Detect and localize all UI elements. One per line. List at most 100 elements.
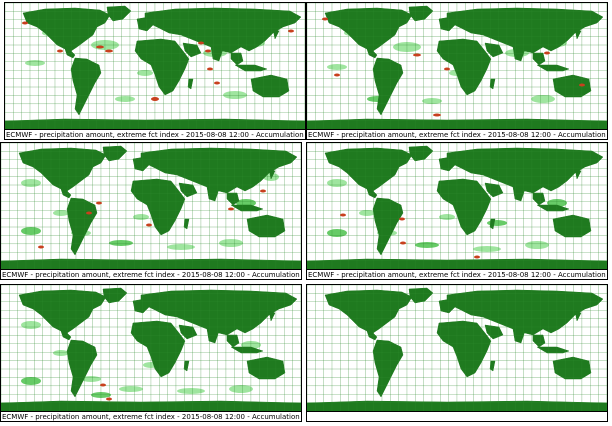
land-africa xyxy=(130,320,186,378)
extreme-precipitation xyxy=(399,217,405,221)
precipitation-area xyxy=(327,229,347,237)
precipitation-area xyxy=(531,95,555,103)
land-australia xyxy=(250,74,290,98)
precipitation-area xyxy=(219,239,243,247)
land-greenland xyxy=(408,145,434,162)
precipitation-area xyxy=(119,386,143,392)
precipitation-area xyxy=(53,210,69,216)
map-panel-4: ECMWF - precipitation amount, extreme fc… xyxy=(306,142,608,280)
land-greenland xyxy=(102,145,128,162)
extreme-precipitation xyxy=(207,67,213,71)
precipitation-area xyxy=(137,70,153,76)
extreme-precipitation xyxy=(288,29,294,33)
world-map-2 xyxy=(307,3,607,129)
land-africa xyxy=(130,178,186,236)
map-panel-2: ECMWF - precipitation amount, extreme fc… xyxy=(306,2,608,140)
land-africa xyxy=(134,38,190,96)
map-panel-5: ECMWF - precipitation amount, extreme fc… xyxy=(0,284,302,422)
land-south-america xyxy=(372,339,404,398)
precipitation-area xyxy=(53,350,69,356)
extreme-precipitation xyxy=(544,51,550,55)
extreme-precipitation xyxy=(260,189,266,193)
extreme-precipitation xyxy=(105,49,113,53)
world-map-6 xyxy=(307,285,607,411)
land-australia xyxy=(552,356,592,380)
extreme-precipitation xyxy=(198,41,204,45)
land-eurasia xyxy=(140,289,298,336)
precipitation-area xyxy=(415,242,439,248)
land-eurasia xyxy=(446,147,604,194)
land-australia xyxy=(246,214,286,238)
extreme-precipitation xyxy=(228,207,234,211)
extreme-precipitation xyxy=(340,213,346,217)
precipitation-area xyxy=(439,214,455,220)
land-south-america xyxy=(70,57,102,116)
land-greenland xyxy=(408,5,434,22)
map-caption-3: ECMWF - precipitation amount, extreme fc… xyxy=(1,269,301,279)
precipitation-area xyxy=(525,241,549,249)
map-caption-1: ECMWF - precipitation amount, extreme fc… xyxy=(5,129,305,139)
land-india xyxy=(210,46,224,62)
precipitation-area xyxy=(115,96,135,102)
precipitation-area xyxy=(133,214,149,220)
land-india xyxy=(512,186,526,202)
extreme-precipitation xyxy=(400,241,406,245)
extreme-precipitation xyxy=(96,45,104,49)
extreme-precipitation xyxy=(322,17,328,21)
precipitation-area xyxy=(223,91,247,99)
world-map-3 xyxy=(1,143,301,269)
extreme-precipitation xyxy=(444,67,450,71)
precipitation-area xyxy=(21,377,41,385)
precipitation-area xyxy=(177,388,205,394)
graticule xyxy=(1,143,301,269)
land-india xyxy=(206,328,220,344)
land-greenland xyxy=(408,287,434,304)
map-panel-6 xyxy=(306,284,608,422)
extreme-precipitation xyxy=(86,211,92,215)
extreme-precipitation xyxy=(100,383,106,387)
precipitation-area xyxy=(229,385,253,393)
precipitation-area xyxy=(327,64,347,70)
land-eurasia xyxy=(144,7,302,54)
extreme-precipitation xyxy=(205,49,211,53)
land-africa xyxy=(436,320,492,378)
precipitation-area xyxy=(327,179,347,187)
extreme-precipitation xyxy=(413,53,421,57)
precipitation-area xyxy=(167,244,195,250)
world-map-5 xyxy=(1,285,301,411)
graticule xyxy=(307,285,607,411)
map-panel-1: ECMWF - precipitation amount, extreme fc… xyxy=(4,2,306,140)
map-caption-6 xyxy=(307,411,607,421)
land-india xyxy=(512,46,526,62)
graticule xyxy=(307,143,607,269)
extreme-precipitation xyxy=(96,201,102,205)
precipitation-area xyxy=(21,179,41,187)
map-caption-5: ECMWF - precipitation amount, extreme fc… xyxy=(1,411,301,421)
world-map-4 xyxy=(307,143,607,269)
extreme-precipitation xyxy=(22,21,28,25)
graticule xyxy=(307,3,607,129)
extreme-precipitation xyxy=(106,397,112,401)
land-africa xyxy=(436,178,492,236)
extreme-precipitation xyxy=(38,245,44,249)
extreme-precipitation xyxy=(579,83,585,87)
land-india xyxy=(206,186,220,202)
land-greenland xyxy=(102,287,128,304)
graticule xyxy=(1,285,301,411)
precipitation-area xyxy=(109,240,133,246)
map-caption-2: ECMWF - precipitation amount, extreme fc… xyxy=(307,129,607,139)
land-australia xyxy=(246,356,286,380)
map-panel-3: ECMWF - precipitation amount, extreme fc… xyxy=(0,142,302,280)
graticule xyxy=(5,3,305,129)
extreme-precipitation xyxy=(151,97,159,101)
land-eurasia xyxy=(446,289,604,336)
extreme-precipitation xyxy=(474,255,480,259)
land-eurasia xyxy=(446,7,604,54)
extreme-precipitation xyxy=(214,81,220,85)
extreme-precipitation xyxy=(146,223,152,227)
extreme-precipitation xyxy=(57,49,63,53)
land-india xyxy=(512,328,526,344)
land-eurasia xyxy=(140,147,298,194)
precipitation-area xyxy=(21,321,41,329)
map-caption-4: ECMWF - precipitation amount, extreme fc… xyxy=(307,269,607,279)
